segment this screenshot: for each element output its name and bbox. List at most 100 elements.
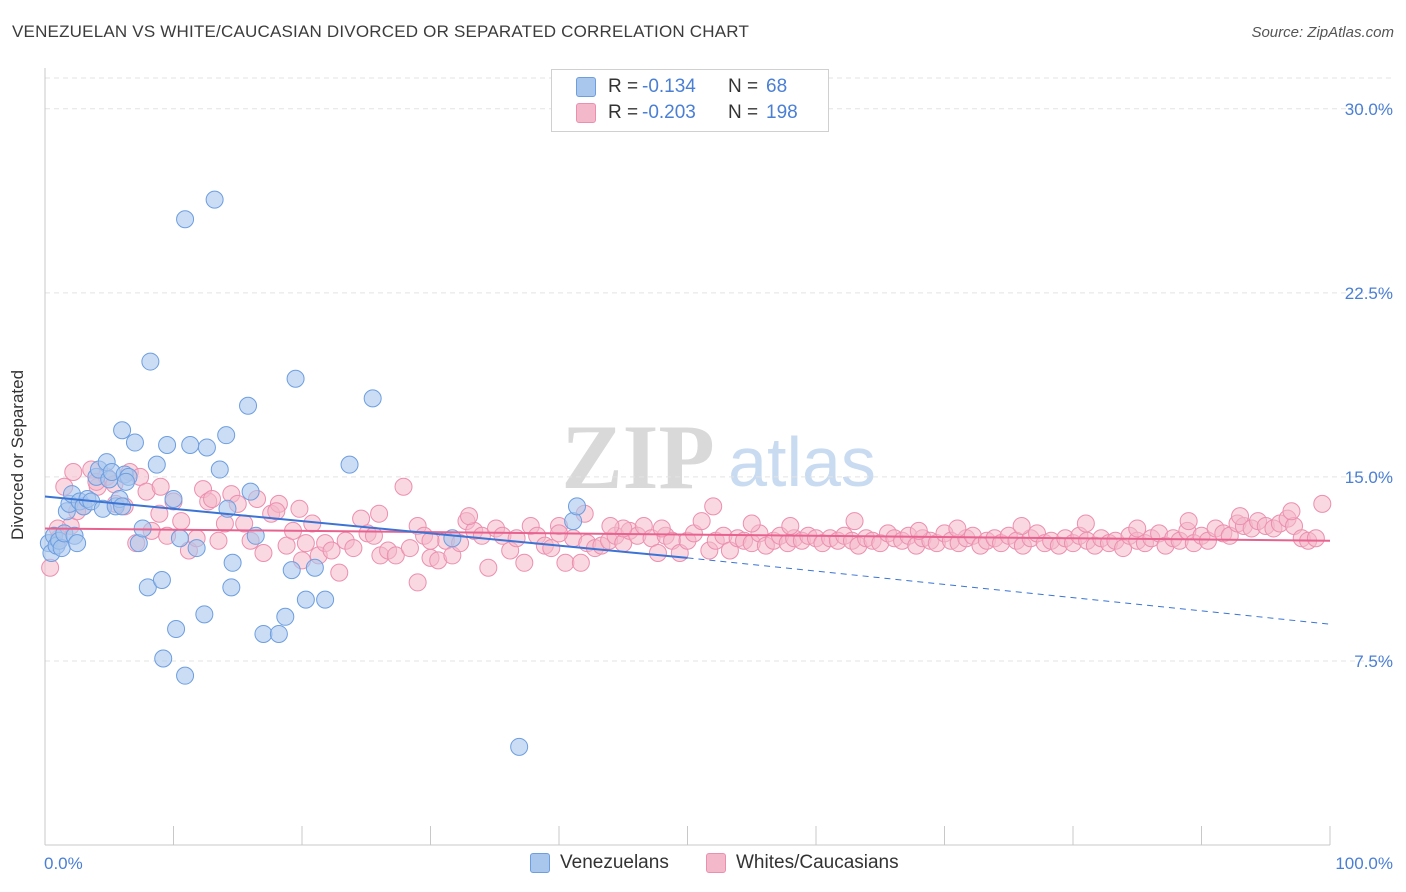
venezuelan-point [269, 624, 288, 643]
white-caucasian-point [1179, 512, 1198, 531]
pink-swatch [576, 103, 596, 123]
white-caucasian-point [386, 546, 405, 565]
correlation-legend: R = -0.134 N = 68 R = -0.203 N = 198 [551, 69, 829, 132]
white-caucasian-point [1282, 502, 1301, 521]
venezuelan-point [152, 570, 171, 589]
venezuelan-point [129, 534, 148, 553]
white-caucasian-point [648, 543, 667, 562]
y-tick-label: 15.0% [1345, 468, 1393, 487]
venezuelan-point [276, 607, 295, 626]
venezuelan-point [187, 539, 206, 558]
y-tick-label: 30.0% [1345, 100, 1393, 119]
pink-swatch [706, 853, 726, 873]
venezuelan-point [181, 436, 200, 455]
white-caucasian-point [408, 573, 427, 592]
x-tick-label: 100.0% [1335, 854, 1393, 873]
white-caucasian-point [1128, 519, 1147, 538]
venezuelan-point [138, 578, 157, 597]
white-caucasian-point [479, 558, 498, 577]
venezuelan-trendline-extrapolated [687, 557, 1331, 625]
venezuelan-point [564, 512, 583, 531]
white-caucasian-point [704, 497, 723, 516]
venezuelan-point [223, 553, 242, 572]
n-label: N = [728, 76, 759, 97]
white-caucasian-point [1313, 494, 1332, 513]
venezuelan-point [305, 558, 324, 577]
venezuelan-point [113, 421, 132, 440]
venezuelan-point [113, 497, 132, 516]
venezuelan-point [205, 190, 224, 209]
white-caucasian-point [652, 519, 671, 538]
blue-swatch [576, 77, 596, 97]
n-value: 198 [766, 102, 798, 123]
white-caucasian-point [296, 534, 315, 553]
white-caucasian-point [472, 526, 491, 545]
white-caucasian-point [515, 553, 534, 572]
white-caucasian-point [254, 543, 273, 562]
white-caucasian-point [150, 504, 169, 523]
venezuelan-point [567, 497, 586, 516]
venezuelan-point [147, 455, 166, 474]
white-caucasian-point [151, 477, 170, 496]
white-caucasian-point [400, 539, 419, 558]
white-caucasian-point [370, 504, 389, 523]
venezuelan-point [282, 561, 301, 580]
white-caucasian-point [781, 516, 800, 535]
venezuelan-point [246, 526, 265, 545]
white-caucasian-point [322, 541, 341, 560]
blue-swatch [530, 853, 550, 873]
venezuelan-point [154, 649, 173, 668]
venezuelan-point [210, 460, 229, 479]
venezuelan-point [241, 482, 260, 501]
white-caucasian-point [344, 539, 363, 558]
venezuelan-point [176, 210, 195, 229]
white-caucasian-point [267, 502, 286, 521]
white-caucasian-point [1012, 516, 1031, 535]
white-caucasian-point [330, 563, 349, 582]
chart-title: VENEZUELAN VS WHITE/CAUCASIAN DIVORCED O… [12, 22, 750, 41]
venezuelan-point [239, 396, 258, 415]
n-value: 68 [766, 76, 788, 97]
white-caucasian-point [692, 512, 711, 531]
venezuelan-point [217, 426, 236, 445]
white-caucasian-point [364, 526, 383, 545]
bottom-legend-venezuelans: Venezuelans [530, 852, 669, 874]
r-value: -0.134 [642, 76, 696, 97]
venezuelan-point [363, 389, 382, 408]
venezuelan-point [164, 489, 183, 508]
white-caucasian-point [172, 512, 191, 531]
white-caucasian-point [556, 553, 575, 572]
white-caucasian-point [601, 516, 620, 535]
venezuelan-point [222, 578, 241, 597]
white-caucasian-point [571, 553, 590, 572]
white-caucasian-point [290, 499, 309, 518]
source-label: Source: ZipAtlas.com [1251, 24, 1394, 41]
venezuelan-point [286, 369, 305, 388]
legend-row-whites: R = -0.203 N = 198 [576, 102, 798, 124]
venezuelan-point [316, 590, 335, 609]
venezuelan-point [125, 433, 144, 452]
r-label: R = [608, 102, 639, 123]
white-caucasian-point [742, 514, 761, 533]
x-tick-label: 0.0% [44, 854, 83, 873]
venezuelan-point [340, 455, 359, 474]
venezuelan-point [170, 529, 189, 548]
venezuelan-point [116, 472, 135, 491]
white-caucasian-point [948, 519, 967, 538]
legend-label-whites: Whites/Caucasians [736, 852, 899, 873]
venezuelan-point [167, 620, 186, 639]
r-label: R = [608, 76, 639, 97]
white-caucasian-point [203, 489, 222, 508]
watermark-atlas: atlas [728, 423, 876, 501]
white-caucasian-point [1306, 529, 1325, 548]
venezuelan-point [254, 624, 273, 643]
venezuelan-point [296, 590, 315, 609]
white-caucasian-point [64, 462, 83, 481]
watermark-zip: ZIP [561, 406, 714, 508]
white-caucasian-point [460, 507, 479, 526]
white-caucasian-point [845, 512, 864, 531]
venezuelan-trendline [44, 495, 688, 559]
y-axis-label: Divorced or Separated [8, 369, 27, 541]
venezuelan-point [443, 529, 462, 548]
